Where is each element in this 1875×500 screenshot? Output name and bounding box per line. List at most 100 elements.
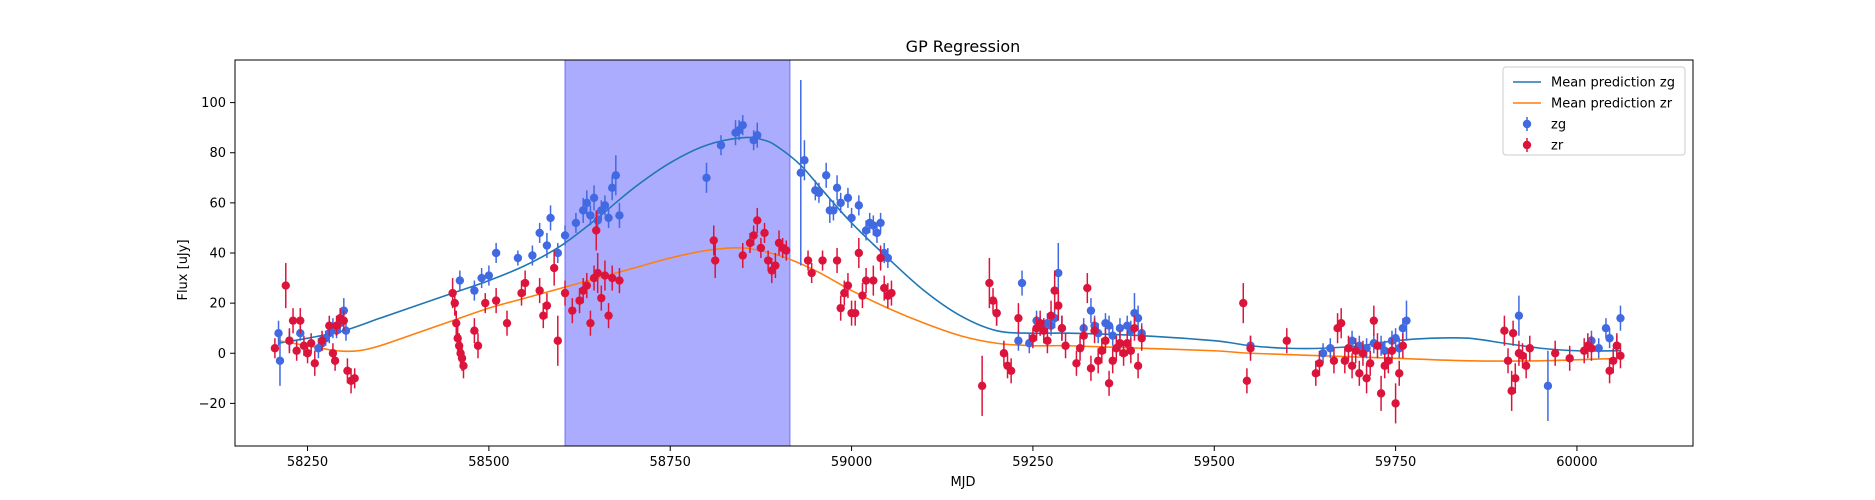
legend-box	[1502, 66, 1686, 156]
data-point	[571, 218, 581, 228]
data-point	[303, 349, 312, 358]
data-point	[578, 206, 588, 215]
y-tick-label: 80	[209, 146, 226, 161]
data-point	[275, 356, 285, 365]
series-zr	[270, 207, 1625, 424]
data-point	[299, 341, 309, 350]
data-point	[339, 316, 349, 325]
data-point	[803, 256, 813, 265]
data-point	[1362, 374, 1371, 383]
data-point	[749, 231, 758, 240]
legend: Mean prediction zg Mean prediction zr zg zr	[1502, 66, 1686, 156]
data-point	[600, 271, 610, 280]
data-point	[341, 326, 351, 335]
data-point	[738, 120, 747, 130]
data-point	[745, 238, 755, 248]
data-point	[753, 216, 762, 225]
data-point	[1014, 313, 1023, 323]
data-point	[1097, 346, 1107, 355]
data-point	[1347, 361, 1357, 370]
data-point	[296, 316, 305, 325]
data-point	[843, 193, 853, 203]
data-point	[1311, 369, 1321, 378]
data-point	[604, 311, 613, 320]
data-point	[760, 228, 769, 238]
data-point	[560, 288, 570, 298]
data-point	[592, 226, 601, 235]
data-point	[840, 288, 849, 298]
legend-marker-swatch	[1522, 140, 1532, 150]
data-point	[1083, 283, 1092, 293]
data-point	[1133, 361, 1143, 370]
legend-marker-swatch	[1522, 119, 1532, 129]
data-point	[756, 243, 766, 253]
data-point	[502, 318, 512, 328]
x-tick-label: 60000	[1556, 455, 1597, 470]
plot-frame	[234, 59, 1694, 447]
data-point	[520, 278, 530, 288]
data-point	[999, 349, 1009, 358]
data-point	[513, 253, 523, 263]
data-point	[542, 301, 552, 310]
x-tick-label: 59250	[1012, 455, 1053, 470]
data-point	[1507, 386, 1516, 396]
x-tick-label: 58750	[650, 455, 691, 470]
data-point	[1347, 336, 1357, 345]
data-point	[861, 226, 871, 235]
data-point	[1387, 346, 1397, 355]
data-point	[1543, 381, 1553, 391]
data-point	[1605, 366, 1614, 376]
legend-entry-line: Mean prediction zr	[1551, 97, 1673, 112]
data-point	[1093, 356, 1103, 365]
data-point	[470, 326, 479, 335]
data-point	[850, 308, 860, 318]
data-point	[1101, 336, 1110, 345]
data-point	[281, 281, 290, 290]
data-point	[1014, 336, 1023, 345]
data-point	[985, 278, 994, 288]
data-point	[325, 321, 334, 330]
x-tick-label: 58250	[287, 455, 328, 470]
data-point	[1398, 341, 1408, 350]
data-point	[535, 228, 544, 238]
data-point	[832, 256, 842, 265]
data-point	[1133, 313, 1143, 323]
data-point	[872, 228, 882, 238]
series-zg	[274, 80, 1625, 421]
data-point	[1108, 356, 1117, 365]
data-point	[1282, 336, 1291, 345]
data-point	[1340, 356, 1350, 365]
data-point	[285, 336, 294, 345]
data-point	[1061, 341, 1070, 350]
data-point	[604, 213, 613, 223]
data-point	[477, 273, 486, 283]
data-point	[782, 246, 791, 255]
x-tick-label: 58500	[468, 455, 509, 470]
data-point	[1525, 344, 1534, 353]
data-point	[473, 341, 483, 350]
data-point	[455, 276, 465, 285]
data-point	[542, 241, 552, 250]
data-point	[843, 281, 853, 290]
data-point	[1326, 344, 1335, 353]
data-point	[1318, 349, 1328, 358]
data-point	[270, 344, 280, 353]
data-point	[450, 298, 459, 308]
data-point	[553, 336, 562, 345]
data-point	[452, 318, 461, 328]
data-point	[491, 248, 501, 258]
data-point	[1043, 336, 1052, 345]
data-point	[1006, 366, 1016, 376]
x-axis-ticks: 58250 58500 58750 59000 59250 59500 59750 60000	[287, 446, 1598, 470]
data-point	[586, 211, 595, 220]
data-point	[753, 130, 762, 140]
data-point	[763, 256, 773, 265]
y-tick-label: 100	[201, 96, 226, 111]
shaded-region	[564, 59, 791, 447]
data-point	[1565, 354, 1574, 363]
data-point	[568, 306, 577, 315]
data-point	[582, 198, 592, 208]
data-point	[771, 261, 780, 270]
legend-entry-series: zr	[1551, 139, 1564, 154]
data-point	[1090, 326, 1099, 335]
